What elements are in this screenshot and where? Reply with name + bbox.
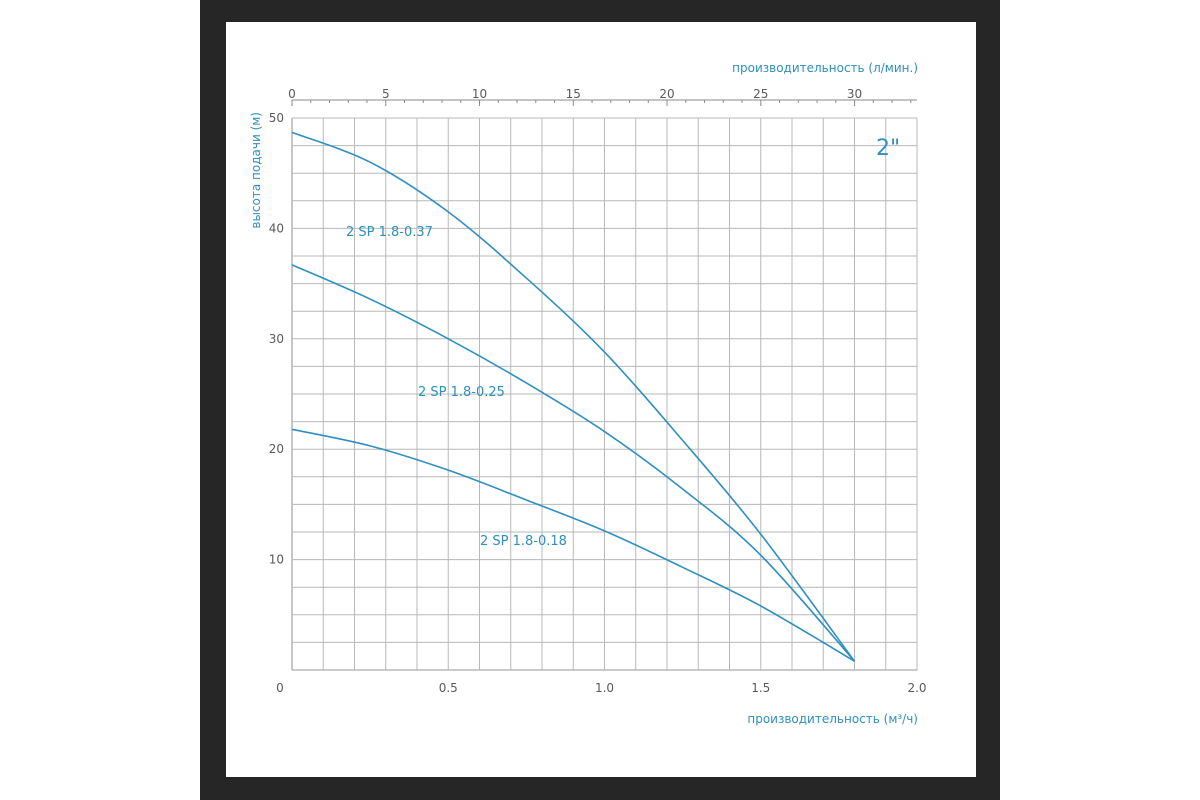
curves bbox=[291, 131, 856, 662]
x2-tick-label: 30 bbox=[847, 87, 862, 101]
x-tick-label: 0 bbox=[276, 681, 284, 695]
y-tick-label: 40 bbox=[269, 221, 284, 235]
curve-label-2: 2 SP 1.8-0.25 bbox=[418, 385, 505, 400]
grid bbox=[291, 99, 918, 671]
x2-tick-label: 20 bbox=[659, 87, 674, 101]
curve-line-1 bbox=[291, 131, 856, 662]
x2-tick-label: 0 bbox=[288, 87, 296, 101]
tick-labels: 0 0.5 1.0 1.5 2.0 0 5 10 15 20 25 30 10 20 30 40 50 bbox=[269, 87, 927, 695]
curve-labels: 2 SP 1.8-0.37 2 SP 1.8-0.25 2 SP 1.8-0.18 bbox=[346, 225, 567, 549]
y-tick-label: 50 bbox=[269, 111, 284, 125]
curve-line-3 bbox=[291, 428, 855, 662]
x-tick-label: 0.5 bbox=[439, 681, 458, 695]
x2-axis-title: производительность (л/мин.) bbox=[732, 61, 918, 75]
y-tick-label: 20 bbox=[269, 442, 284, 456]
curve-label-1: 2 SP 1.8-0.37 bbox=[346, 225, 433, 240]
x-tick-label: 1.5 bbox=[751, 681, 770, 695]
x2-tick-label: 15 bbox=[566, 87, 581, 101]
y-axis-title: высота подачи (м) bbox=[249, 112, 263, 229]
x2-tick-label: 5 bbox=[382, 87, 390, 101]
x-tick-label: 2.0 bbox=[907, 681, 926, 695]
x2-tick-label: 10 bbox=[472, 87, 487, 101]
x-tick-label: 1.0 bbox=[595, 681, 614, 695]
y-tick-label: 10 bbox=[269, 553, 284, 567]
x2-tick-label: 25 bbox=[753, 87, 768, 101]
curve-line-2 bbox=[291, 264, 856, 662]
x-axis-title: производительность (м³/ч) bbox=[747, 712, 918, 726]
y-tick-label: 30 bbox=[269, 332, 284, 346]
chart-panel bbox=[226, 22, 976, 777]
pipe-size-label: 2" bbox=[876, 136, 900, 161]
curve-label-3: 2 SP 1.8-0.18 bbox=[480, 534, 567, 549]
